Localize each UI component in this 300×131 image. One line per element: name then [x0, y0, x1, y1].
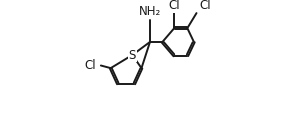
Text: S: S: [129, 48, 136, 62]
Text: NH₂: NH₂: [139, 5, 161, 18]
Text: Cl: Cl: [84, 59, 96, 72]
Text: Cl: Cl: [199, 0, 211, 12]
Text: Cl: Cl: [168, 0, 180, 12]
